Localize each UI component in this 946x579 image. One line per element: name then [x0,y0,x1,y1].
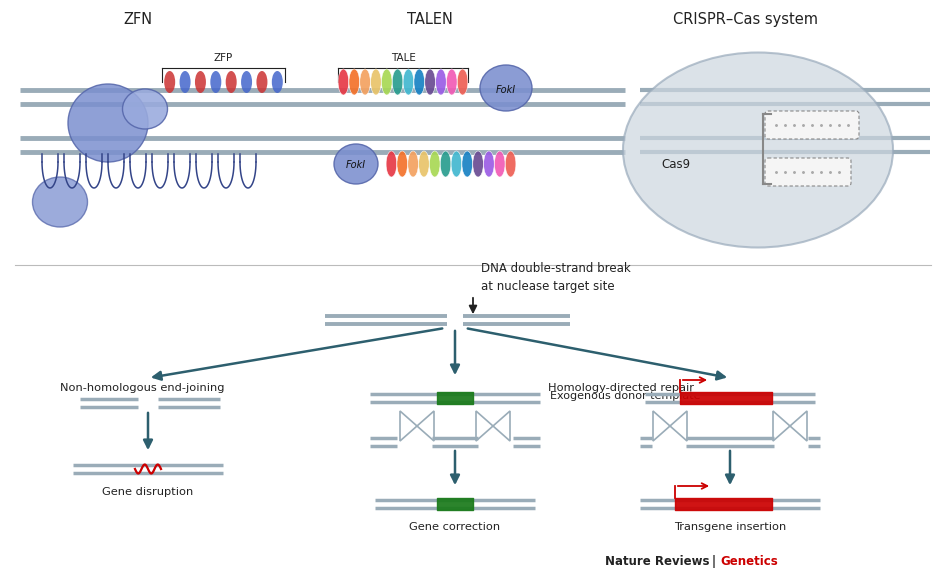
Ellipse shape [226,71,236,93]
Ellipse shape [505,151,516,177]
Text: CRISPR–Cas system: CRISPR–Cas system [673,12,817,27]
Text: Genetics: Genetics [720,555,778,568]
Ellipse shape [483,151,494,177]
Text: FokⅠ: FokⅠ [346,160,366,170]
Ellipse shape [480,65,532,111]
Ellipse shape [195,71,206,93]
Ellipse shape [393,69,403,95]
Ellipse shape [435,69,447,95]
Text: DNA double-strand break
at nuclease target site: DNA double-strand break at nuclease targ… [481,262,631,293]
Ellipse shape [272,71,283,93]
Text: TALE: TALE [391,53,415,63]
Text: ZFN: ZFN [123,12,152,27]
Text: FokⅠ: FokⅠ [496,85,517,95]
FancyBboxPatch shape [765,111,859,139]
Ellipse shape [623,53,893,247]
Ellipse shape [68,84,148,162]
Ellipse shape [429,151,440,177]
Ellipse shape [381,69,392,95]
Text: Non-homologous end-joining: Non-homologous end-joining [60,383,224,393]
Ellipse shape [397,151,408,177]
Ellipse shape [462,151,473,177]
Ellipse shape [359,69,371,95]
Ellipse shape [408,151,418,177]
Ellipse shape [440,151,451,177]
Ellipse shape [349,69,359,95]
Text: Gene disruption: Gene disruption [102,487,194,497]
Ellipse shape [457,69,468,95]
Ellipse shape [495,151,505,177]
Ellipse shape [122,89,167,129]
Ellipse shape [338,69,349,95]
Text: Homology-directed repair: Homology-directed repair [548,383,694,393]
Ellipse shape [386,151,396,177]
Ellipse shape [334,144,378,184]
Ellipse shape [414,69,425,95]
Ellipse shape [425,69,435,95]
Text: Nature Reviews |: Nature Reviews | [604,555,716,568]
Text: Gene correction: Gene correction [410,522,500,532]
Ellipse shape [165,71,175,93]
Text: Transgene insertion: Transgene insertion [674,522,786,532]
Text: Cas9: Cas9 [661,159,691,171]
Ellipse shape [371,69,381,95]
Ellipse shape [447,69,457,95]
Text: TALEN: TALEN [407,12,453,27]
Text: Exogenous donor template: Exogenous donor template [550,391,700,401]
Ellipse shape [473,151,483,177]
Ellipse shape [210,71,221,93]
Ellipse shape [451,151,462,177]
Text: ZFP: ZFP [214,53,233,63]
Ellipse shape [180,71,190,93]
Ellipse shape [419,151,429,177]
Ellipse shape [403,69,413,95]
Ellipse shape [241,71,252,93]
FancyBboxPatch shape [765,158,851,186]
Ellipse shape [256,71,268,93]
Ellipse shape [32,177,87,227]
